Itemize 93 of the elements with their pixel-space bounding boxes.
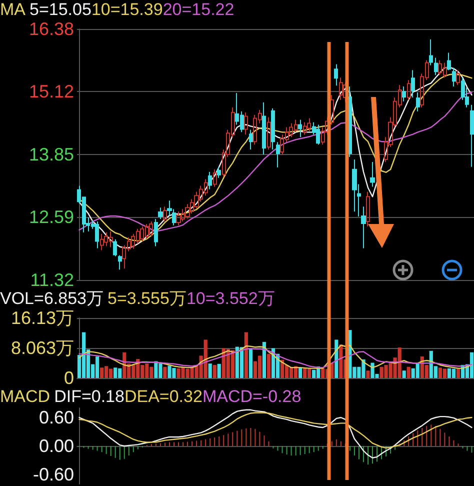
bar: [114, 368, 118, 378]
candlestick: [149, 220, 153, 237]
candlestick: [434, 57, 438, 76]
candlestick: [361, 206, 366, 249]
candlestick: [113, 238, 117, 257]
bar: [303, 368, 307, 378]
bar: [258, 356, 262, 378]
bar: [230, 350, 234, 378]
bar: [204, 340, 208, 378]
candlestick: [429, 38, 433, 66]
line-series: [78, 409, 472, 458]
candlestick: [100, 233, 104, 251]
candlestick: [208, 171, 212, 190]
candlestick: [339, 77, 343, 100]
bar: [163, 366, 167, 378]
y-tick-label: 0: [64, 368, 74, 388]
y-tick-label: 12.59: [28, 207, 74, 227]
bar: [208, 363, 212, 378]
y-tick-label: 8.063万: [10, 338, 74, 358]
line-series: [78, 348, 472, 368]
text: 10=15.39: [91, 0, 163, 18]
candlestick: [276, 142, 280, 168]
y-tick-label: 0.00: [38, 436, 74, 456]
candlestick: [213, 168, 217, 188]
candlestick: [154, 218, 158, 247]
bar: [217, 364, 221, 378]
bar: [406, 366, 410, 378]
chart-title: VOL=6.853万: [0, 289, 104, 308]
bar: [456, 368, 460, 378]
candlestick: [352, 158, 357, 212]
y-tick-label: -0.60: [32, 464, 74, 484]
text: 10=3.552万: [186, 289, 275, 308]
candlestick: [334, 64, 338, 86]
candlestick: [316, 124, 320, 146]
candlestick: [416, 92, 420, 112]
candlestick: [452, 67, 456, 88]
bar: [212, 364, 216, 378]
bar: [402, 370, 406, 378]
text: 20=15.22: [162, 0, 234, 18]
line-series: [78, 92, 472, 232]
y-tick-label: 15.12: [28, 82, 74, 102]
bar: [366, 370, 370, 378]
line-series: [78, 344, 472, 369]
candlestick: [95, 220, 99, 249]
candlestick: [267, 116, 271, 150]
y-tick-label: 11.32: [30, 270, 74, 290]
bar: [416, 362, 420, 378]
candlestick: [158, 207, 163, 220]
bar: [470, 352, 474, 378]
text: 5=3.555万: [108, 289, 186, 308]
text: MACD=-0.28: [202, 387, 302, 406]
candlestick: [262, 102, 266, 155]
bar: [452, 368, 456, 378]
candlestick: [249, 129, 253, 150]
bar: [248, 348, 252, 378]
series-label: DEA=0.32: [124, 387, 202, 406]
y-tick-label: 0.60: [38, 408, 74, 428]
candlestick: [370, 161, 375, 188]
candlestick: [447, 52, 451, 71]
bar: [442, 368, 446, 378]
candlestick: [176, 211, 181, 226]
y-tick-label: 13.85: [28, 144, 74, 164]
candlestick: [271, 108, 275, 150]
candlestick: [298, 119, 302, 138]
bar: [100, 368, 104, 378]
candlestick: [470, 104, 474, 168]
bar: [95, 356, 100, 378]
candlestick: [217, 166, 221, 178]
chart-title: MA: [0, 0, 26, 18]
bar: [312, 370, 316, 378]
chart-title: MACD: [0, 387, 50, 406]
bar: [294, 366, 298, 378]
candlestick: [407, 80, 411, 100]
bar: [262, 342, 266, 378]
candlestick: [303, 122, 307, 136]
bar: [298, 368, 302, 378]
candlestick: [163, 206, 167, 222]
candlestick: [118, 254, 122, 270]
candlestick: [244, 112, 248, 136]
series-label: DIF=0.18: [54, 387, 124, 406]
candlestick: [307, 118, 311, 132]
candlestick: [411, 70, 415, 98]
text: 5=15.05: [30, 0, 92, 18]
bar: [321, 368, 325, 378]
y-tick-label: 16.38: [28, 19, 74, 39]
bar: [244, 332, 248, 378]
bar: [266, 354, 271, 378]
bar: [82, 332, 86, 378]
candlestick: [366, 191, 370, 227]
candlestick: [456, 70, 460, 86]
y-tick-label: 16.13万: [10, 308, 74, 328]
line-series: [78, 412, 472, 448]
candlestick: [402, 86, 406, 102]
